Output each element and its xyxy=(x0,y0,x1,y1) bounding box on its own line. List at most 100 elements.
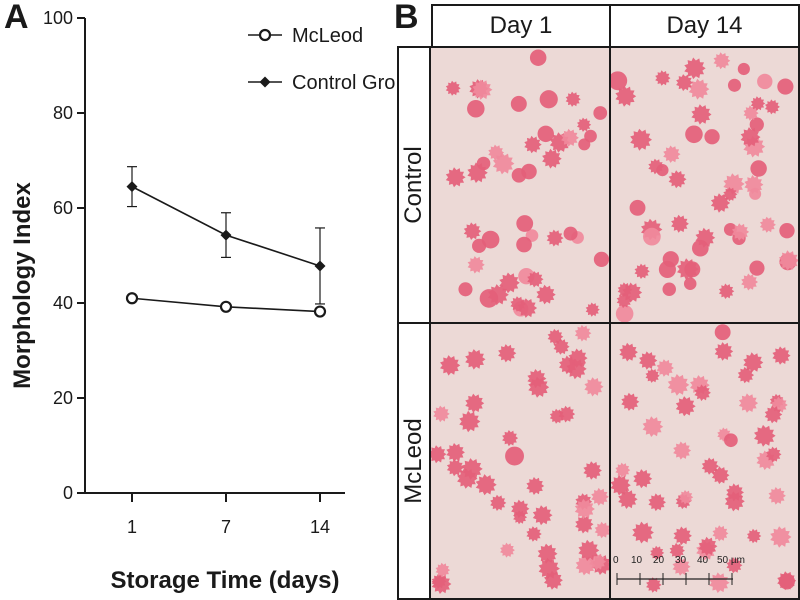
echinocyte-cell xyxy=(574,498,595,520)
echinocyte-cell xyxy=(675,396,696,417)
red-blood-cell xyxy=(684,261,701,278)
column-header-day-1: Day 1 xyxy=(431,4,611,48)
echinocyte-cell xyxy=(524,135,542,154)
red-blood-cell xyxy=(757,73,773,90)
echinocyte-cell xyxy=(568,348,588,368)
x-tick-label: 7 xyxy=(221,517,231,537)
red-blood-cell xyxy=(691,239,709,257)
red-blood-cell xyxy=(749,117,764,132)
control-group-point xyxy=(220,229,232,241)
column-header-day-14: Day 14 xyxy=(609,4,800,48)
red-blood-cell xyxy=(563,226,578,241)
echinocyte-cell xyxy=(750,96,766,111)
echinocyte-cell xyxy=(642,416,664,437)
mcleod-point xyxy=(313,305,327,318)
y-tick-label: 0 xyxy=(63,483,73,503)
red-blood-cell xyxy=(737,62,750,76)
scale-bar: 0 10 20 30 40 50 µm xyxy=(613,555,763,595)
echinocyte-cell xyxy=(754,424,776,447)
red-blood-cell xyxy=(777,78,794,95)
echinocyte-cell xyxy=(433,405,450,423)
echinocyte-cell xyxy=(711,466,730,485)
echinocyte-cell xyxy=(561,128,579,147)
micrograph-illustration xyxy=(611,324,797,593)
row-label-mcleod-box: McLeod xyxy=(397,322,431,600)
red-blood-cell xyxy=(749,187,762,200)
echinocyte-cell xyxy=(633,469,653,489)
echinocyte-cell xyxy=(672,557,691,576)
echinocyte-cell xyxy=(740,127,761,148)
echinocyte-cell xyxy=(459,410,481,433)
red-blood-cell xyxy=(467,99,485,118)
echinocyte-cell xyxy=(710,193,731,213)
echinocyte-cell xyxy=(461,458,483,480)
echinocyte-cell xyxy=(676,74,693,92)
echinocyte-cell xyxy=(463,222,482,240)
echinocyte-cell xyxy=(565,91,581,107)
echinocyte-cell xyxy=(701,457,719,475)
echinocyte-cell xyxy=(726,557,743,574)
echinocyte-cell xyxy=(498,344,517,363)
echinocyte-cell xyxy=(768,487,786,505)
red-blood-cell xyxy=(458,282,473,297)
echinocyte-cell xyxy=(684,57,706,80)
echinocyte-cell xyxy=(465,393,485,413)
red-blood-cell xyxy=(642,227,661,246)
echinocyte-cell xyxy=(475,474,497,496)
echinocyte-cell xyxy=(517,298,538,318)
echinocyte-cell xyxy=(698,536,718,556)
legend-label: Control Group xyxy=(292,72,395,94)
echinocyte-cell xyxy=(616,292,632,309)
echinocyte-cell xyxy=(502,430,519,447)
micrograph-grid: Day 1 Day 14 Control McLeod 0 10 20 30 4… xyxy=(397,0,800,600)
echinocyte-cell xyxy=(694,384,711,402)
x-tick-label: 14 xyxy=(310,517,330,537)
echinocyte-cell xyxy=(765,99,780,115)
echinocyte-cell xyxy=(713,52,731,70)
echinocyte-cell xyxy=(467,256,485,274)
y-tick-label: 60 xyxy=(53,198,73,218)
red-blood-cell xyxy=(510,95,527,112)
red-blood-cell xyxy=(611,71,628,91)
scale-tick-label: 0 xyxy=(613,555,619,566)
red-blood-cell xyxy=(516,215,534,232)
echinocyte-cell xyxy=(650,545,665,560)
panel-a-label: A xyxy=(4,0,29,36)
red-blood-cell xyxy=(629,199,646,216)
red-blood-cell xyxy=(779,223,795,239)
y-tick-label: 100 xyxy=(43,8,73,28)
mcleod-point xyxy=(219,300,233,313)
echinocyte-cell xyxy=(499,272,520,294)
red-blood-cell xyxy=(516,236,532,253)
red-blood-cell xyxy=(539,90,558,109)
x-axis-title: Storage Time (days) xyxy=(111,567,340,594)
echinocyte-cell xyxy=(764,405,783,424)
echinocyte-cell xyxy=(679,490,694,505)
panel-b-label: B xyxy=(394,0,419,36)
echinocyte-cell xyxy=(575,515,594,534)
echinocyte-cell xyxy=(656,359,674,377)
row-label-mcleod: McLeod xyxy=(400,418,427,504)
echinocyte-cell xyxy=(646,577,662,593)
echinocyte-cell xyxy=(435,562,451,578)
echinocyte-cell xyxy=(741,273,758,291)
echinocyte-cell xyxy=(618,489,638,509)
echinocyte-cell xyxy=(532,505,553,526)
echinocyte-cell xyxy=(577,117,592,132)
micrograph-control-day-1 xyxy=(429,46,611,324)
echinocyte-cell xyxy=(536,284,556,305)
echinocyte-cell xyxy=(709,572,730,593)
echinocyte-cell xyxy=(617,282,633,298)
scale-tick-label: 10 xyxy=(631,555,643,566)
echinocyte-cell xyxy=(621,392,640,411)
row-label-control-box: Control xyxy=(397,46,431,324)
echinocyte-cell xyxy=(511,499,530,519)
red-blood-cell xyxy=(593,251,609,267)
echinocyte-cell xyxy=(671,214,689,233)
echinocyte-cell xyxy=(632,521,654,544)
echinocyte-cell xyxy=(446,443,465,462)
red-blood-cell xyxy=(656,163,669,177)
morphology-chart: 0 20 40 60 80 100 1 7 14 Storage Time (days) Morph… xyxy=(9,8,395,594)
scale-bar-line xyxy=(616,573,733,585)
red-blood-cell xyxy=(584,129,597,143)
